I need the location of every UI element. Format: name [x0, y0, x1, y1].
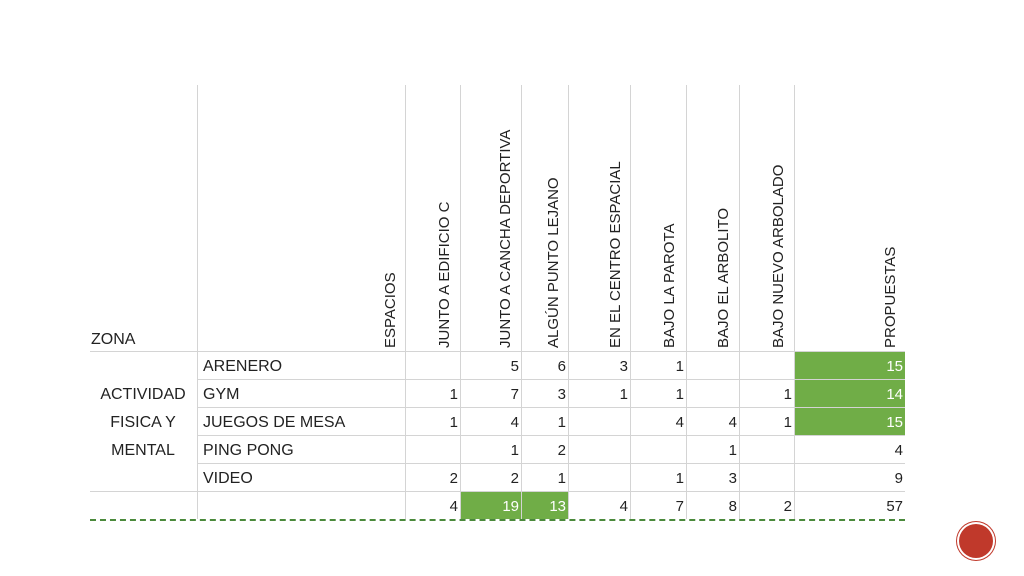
table-cell: 2: [510, 470, 519, 487]
grid-line: [197, 379, 905, 380]
table-cell: 1: [675, 358, 684, 375]
table-cell: 7: [510, 386, 519, 403]
row-label: VIDEO: [203, 470, 253, 487]
table-cell: 1: [510, 442, 519, 459]
row-label: PING PONG: [203, 442, 294, 459]
slide-badge: [959, 524, 993, 558]
table-cell: 1: [783, 414, 792, 431]
grid-line: [197, 407, 905, 408]
total-cell: 13: [549, 498, 566, 515]
table-cell: 4: [510, 414, 519, 431]
table-cell: 4: [728, 414, 737, 431]
grid-line: [521, 85, 522, 519]
table-cell: 6: [557, 358, 566, 375]
table-cell: 4: [894, 442, 903, 459]
grid-line: [686, 85, 687, 519]
total-cell: 2: [783, 498, 792, 515]
table-cell: 2: [449, 470, 458, 487]
table-cell: 1: [728, 442, 737, 459]
table-cell: 14: [886, 386, 903, 403]
column-header: JUNTO A CANCHA DEPORTIVA: [497, 129, 514, 348]
table-cell: 1: [675, 386, 684, 403]
espacios-header: ESPACIOS: [382, 272, 399, 348]
table-cell: 5: [510, 358, 519, 375]
total-cell: 4: [449, 498, 458, 515]
column-header: JUNTO A EDIFICIO C: [436, 201, 453, 348]
table-cell: 1: [449, 386, 458, 403]
grid-line: [568, 85, 569, 519]
grid-line: [90, 351, 905, 352]
dashed-divider: [90, 519, 905, 521]
table-cell: 1: [619, 386, 628, 403]
zone-label-line: MENTAL: [111, 442, 175, 459]
table-cell: 3: [557, 386, 566, 403]
row-label: GYM: [203, 386, 240, 403]
grid-line: [630, 85, 631, 519]
grid-line: [794, 85, 795, 519]
grid-line: [739, 85, 740, 519]
total-cell: 4: [619, 498, 628, 515]
row-label: ARENERO: [203, 358, 283, 375]
table-cell: 1: [449, 414, 458, 431]
table-cell: 1: [557, 414, 566, 431]
table-cell: 1: [675, 470, 684, 487]
total-cell: 19: [502, 498, 519, 515]
table-cell: 2: [557, 442, 566, 459]
table-cell: 1: [557, 470, 566, 487]
grid-line: [405, 85, 406, 519]
highlight-total-cancha: [461, 492, 521, 519]
row-label: JUEGOS DE MESA: [203, 414, 346, 431]
table-cell: 15: [886, 358, 903, 375]
table-cell: 9: [894, 470, 903, 487]
column-header: BAJO EL ARBOLITO: [715, 207, 732, 348]
table-cell: 3: [728, 470, 737, 487]
zone-label-line: FISICA Y: [110, 414, 176, 431]
grid-line: [90, 491, 905, 492]
total-cell: 57: [886, 498, 903, 515]
column-header: BAJO LA PAROTA: [661, 223, 678, 348]
column-header: PROPUESTAS: [882, 246, 899, 348]
column-header: EN EL CENTRO ESPACIAL: [607, 161, 624, 348]
total-cell: 8: [728, 498, 737, 515]
column-header: ALGÚN PUNTO LEJANO: [545, 177, 562, 348]
zone-label-line: ACTIVIDAD: [100, 386, 186, 403]
grid-line: [460, 85, 461, 519]
total-cell: 7: [675, 498, 684, 515]
table-cell: 1: [783, 386, 792, 403]
table-cell: 4: [675, 414, 684, 431]
highlight-propuestas: [795, 352, 905, 436]
table-cell: 15: [886, 414, 903, 431]
grid-line: [197, 463, 905, 464]
grid-line: [197, 435, 905, 436]
table-cell: 3: [619, 358, 628, 375]
column-header: BAJO NUEVO ARBOLADO: [770, 164, 787, 348]
highlight-total-lejano: [522, 492, 568, 519]
grid-line: [197, 85, 198, 519]
zona-header: ZONA: [91, 331, 136, 348]
